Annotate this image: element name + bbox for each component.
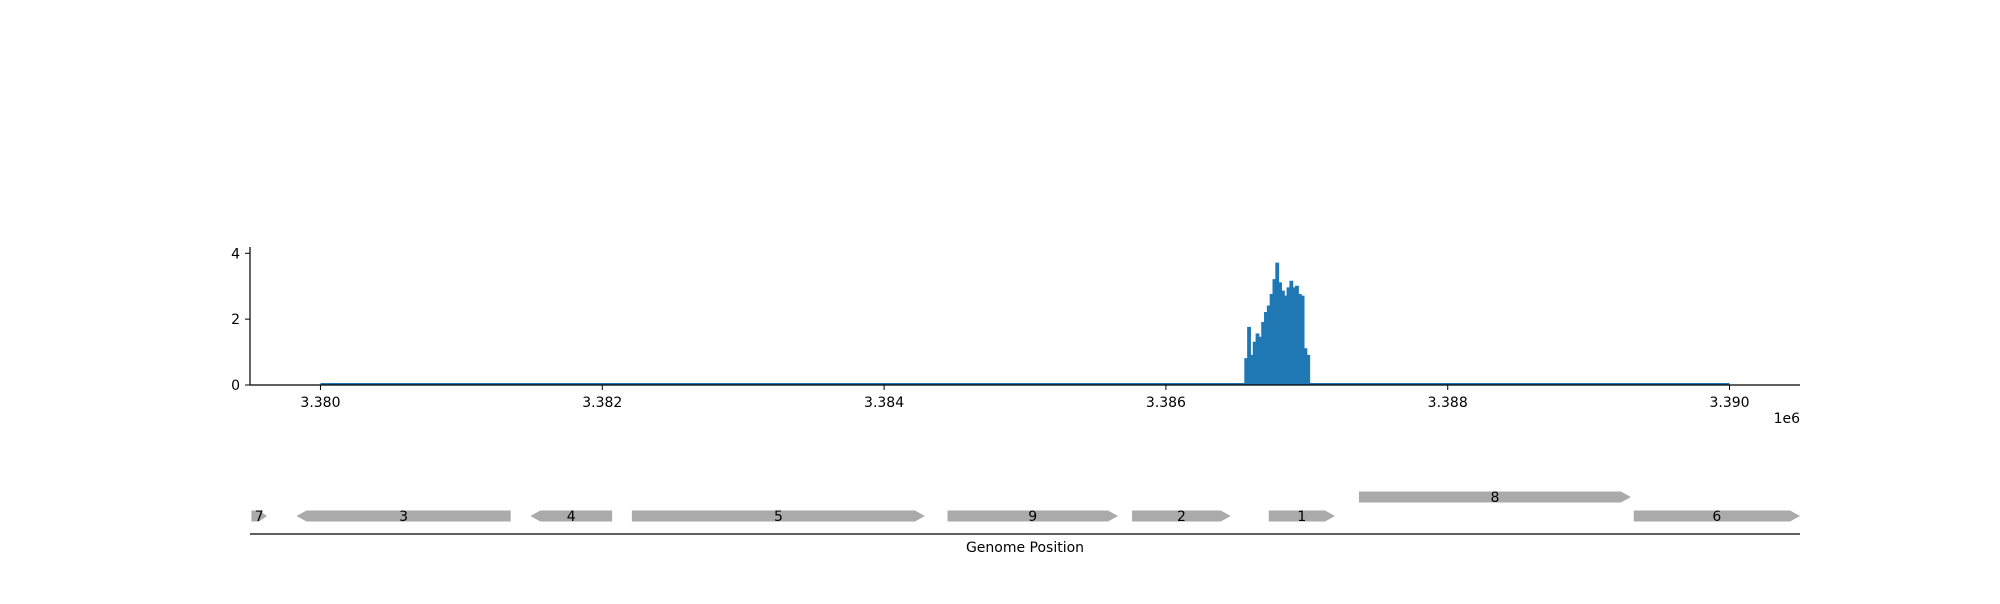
coverage-axes: 0 2 4 3.380 3.382 3.384 3.386 3.388 3.390 1e6 xyxy=(231,246,1800,427)
x-tick-label: 3.388 xyxy=(1428,395,1468,411)
gene-arrow xyxy=(1268,510,1335,522)
gene-arrow xyxy=(296,510,511,522)
gene-label: 6 xyxy=(1712,509,1721,525)
gene-arrow xyxy=(251,510,267,522)
gene-label: 4 xyxy=(567,509,576,525)
gene-arrow xyxy=(1132,510,1231,522)
y-tick-label: 2 xyxy=(231,312,240,328)
x-tick-label: 3.386 xyxy=(1146,395,1186,411)
x-axis-label: Genome Position xyxy=(966,540,1084,556)
y-tick-label: 4 xyxy=(231,246,240,262)
gene-arrow xyxy=(1358,491,1631,503)
gene-label: 1 xyxy=(1297,509,1306,525)
gene-label: 5 xyxy=(774,509,783,525)
gene-label: 2 xyxy=(1177,509,1186,525)
gene-arrow xyxy=(530,510,613,522)
gene-arrow xyxy=(631,510,925,522)
x-tick-label: 3.390 xyxy=(1709,395,1749,411)
gene-arrow xyxy=(1633,510,1800,522)
gene-arrow xyxy=(947,510,1118,522)
gene-label: 7 xyxy=(255,509,264,525)
x-tick-label: 3.382 xyxy=(582,395,622,411)
gene-track: 7 3 4 5 9 2 1 8 6 Genome Position xyxy=(250,490,1800,556)
y-tick-label: 0 xyxy=(231,378,240,394)
coverage-area xyxy=(1244,262,1311,386)
gene-label: 9 xyxy=(1028,509,1037,525)
x-offset-label: 1e6 xyxy=(1774,411,1801,427)
gene-label: 8 xyxy=(1490,490,1499,506)
x-tick-label: 3.384 xyxy=(864,395,904,411)
gene-label: 3 xyxy=(399,509,408,525)
x-tick-label: 3.380 xyxy=(300,395,340,411)
